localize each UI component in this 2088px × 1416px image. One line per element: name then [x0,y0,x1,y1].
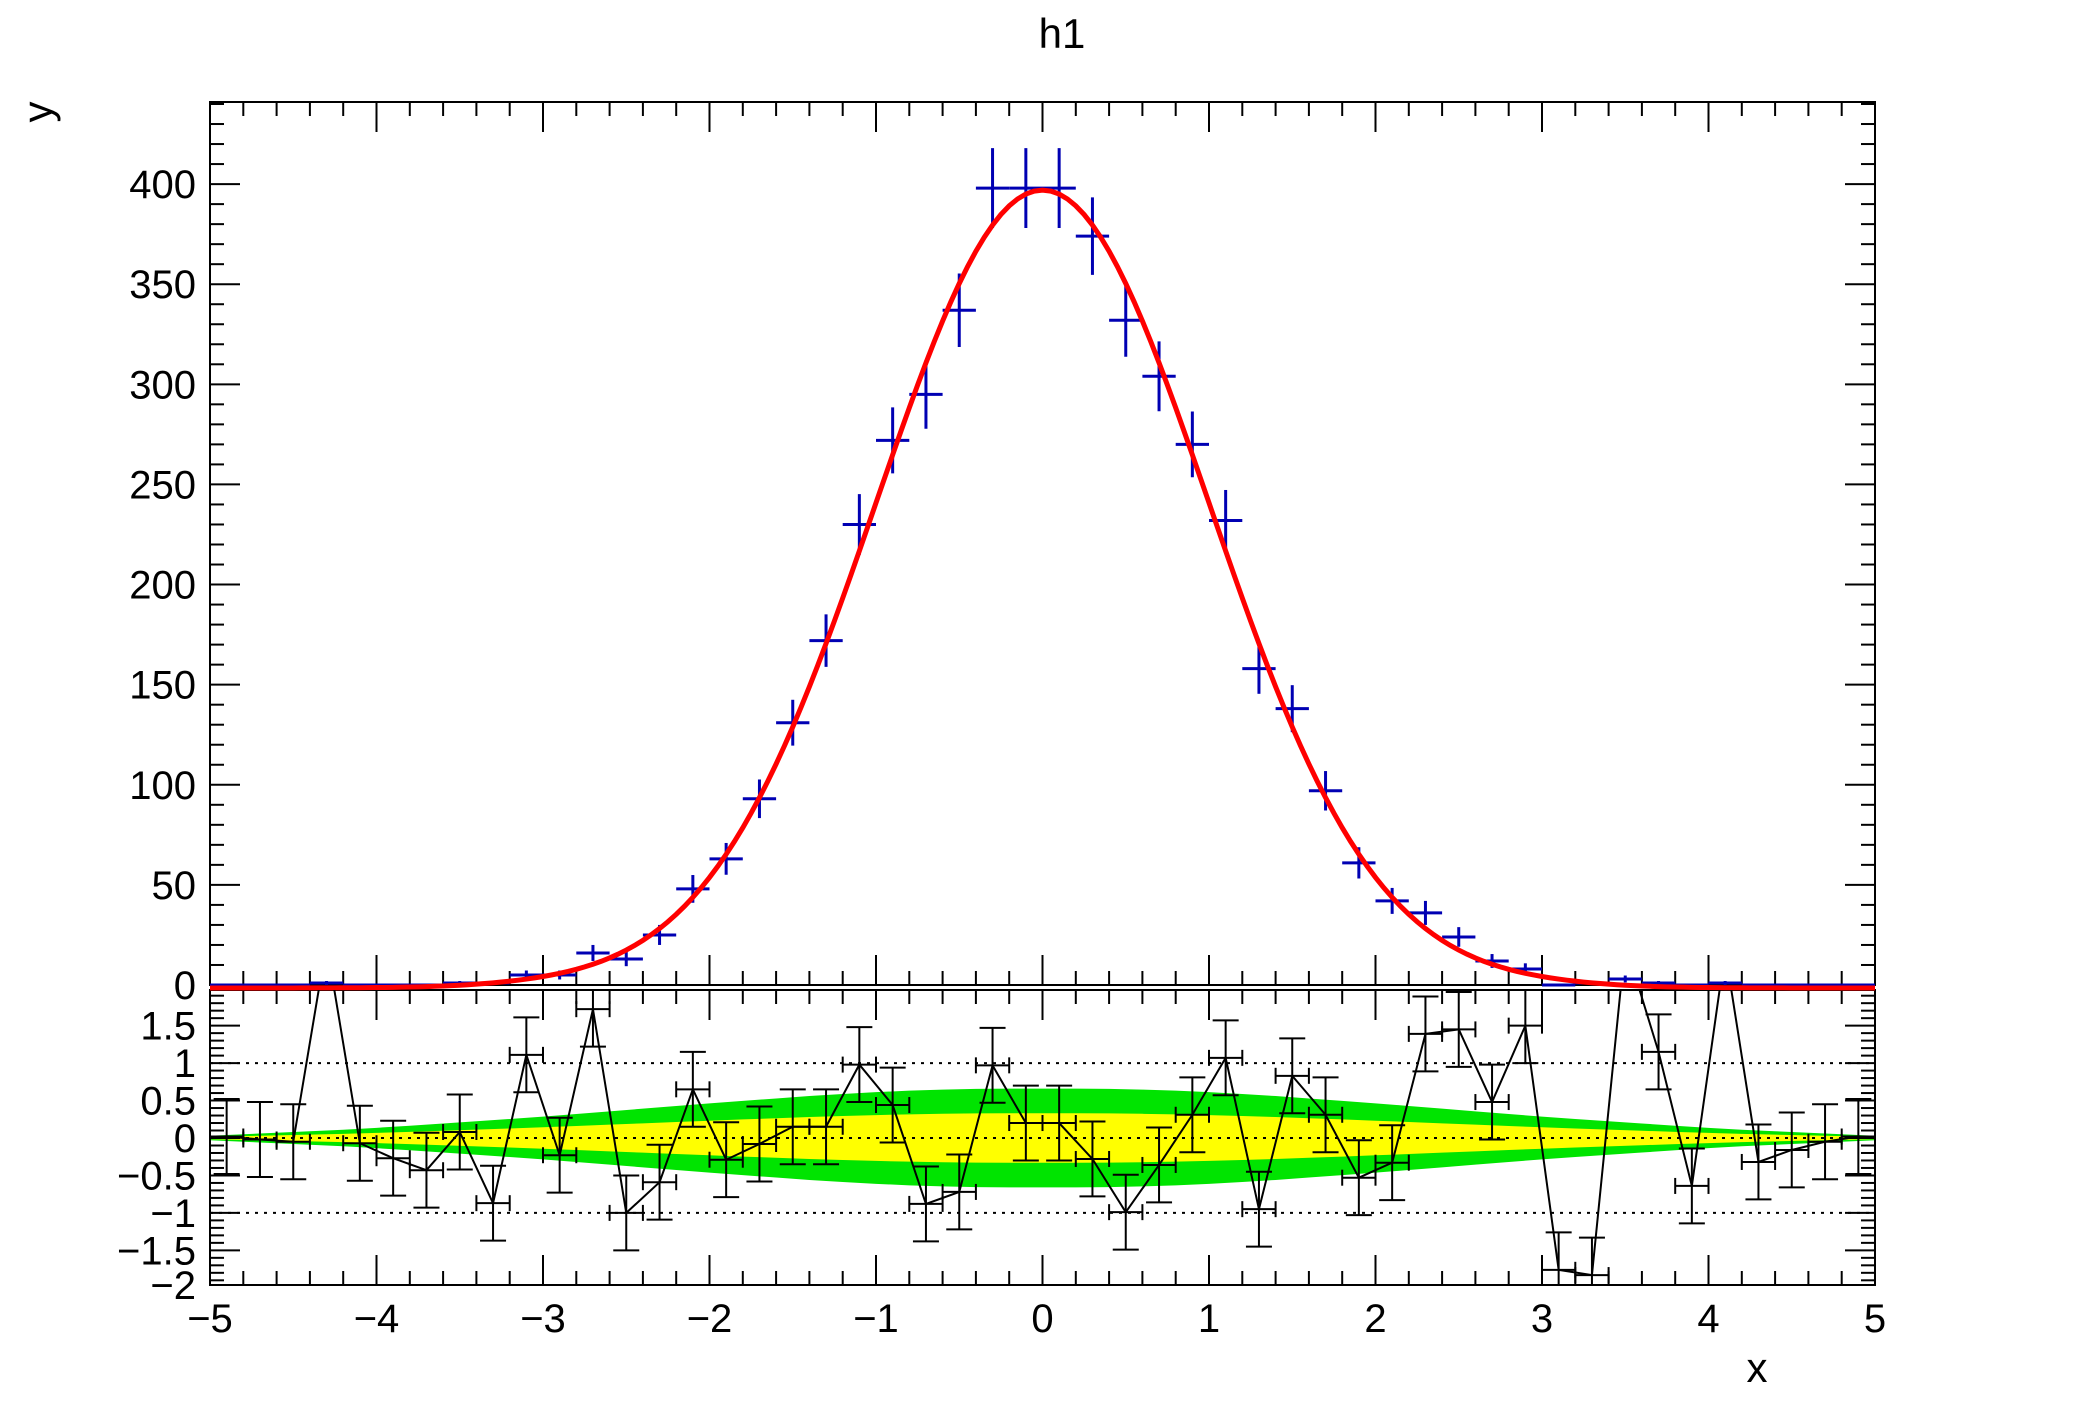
pull-point [1374,1124,1410,1202]
pull-point [375,1119,411,1197]
pull-y-tick-label: 1.5 [140,1005,196,1049]
y-tick-label: 150 [129,664,196,708]
pull-point [741,1105,778,1183]
x-tick-label: 3 [1531,1297,1553,1341]
pull-point [475,1164,511,1242]
y-tick-label: 400 [129,163,196,207]
pull-point [1074,1120,1111,1198]
pull-point [1640,1013,1677,1091]
pull-point [210,1098,245,1175]
pull-point [1474,1063,1510,1141]
x-tick-label: −5 [187,1297,233,1341]
pull-point [841,1026,877,1104]
x-tick-label: −4 [354,1297,400,1341]
pull-point [1041,1084,1077,1162]
x-tick-label: 4 [1697,1297,1719,1341]
pull-point [1307,1076,1344,1154]
x-tick-label: −1 [853,1297,899,1341]
pull-y-tick-label: 0 [174,1117,196,1161]
pull-point [675,1050,711,1128]
pull-y-tick-label: −2 [150,1264,196,1308]
pull-point [1341,1139,1377,1217]
pull-point [641,1143,678,1221]
pull-point [908,1165,944,1243]
x-tick-label: 2 [1364,1297,1386,1341]
pull-point [808,1088,844,1166]
y-tick-label: 50 [152,864,197,908]
x-tick-label: −2 [687,1297,733,1341]
pull-point [242,1101,278,1178]
pull-point [1674,1147,1710,1225]
pull-point [275,1103,311,1181]
pull-point [1840,1098,1875,1175]
pull-point [775,1088,811,1166]
y-tick-label: 200 [129,564,196,608]
pull-point [1441,990,1477,1068]
y-tick-label: 250 [129,463,196,507]
pull-point [1274,1037,1310,1115]
pull-point [1407,995,1444,1073]
fit-curve [209,187,1876,991]
pull-point [508,1016,544,1094]
band-1sigma [210,1113,1875,1163]
pull-point [941,1153,977,1231]
y-tick-label: 350 [129,263,196,307]
pull-point [974,1026,1011,1104]
pull-y-tick-label: 1 [174,1042,196,1086]
pull-point [1241,1170,1277,1248]
pull-point [1709,913,1742,988]
pull-y-tick-label: −1 [150,1192,196,1236]
pull-point [608,1174,644,1252]
pull-y-tick-label: 0.5 [140,1080,196,1124]
pull-point [875,1066,911,1144]
pull-point [1574,1236,1610,1285]
x-tick-label: −3 [520,1297,566,1341]
pull-y-tick-label: −1.5 [117,1229,196,1273]
y-axis-title: y [14,102,61,123]
pull-point [442,1093,478,1171]
pull-point [1174,1076,1210,1154]
pull-point [542,1116,578,1194]
pull-point [1008,1084,1044,1162]
y-tick-label: 0 [174,964,196,1008]
pull-point [1141,1126,1177,1204]
pull-point [1507,990,1543,1065]
pull-point [310,906,343,981]
y-tick-label: 100 [129,764,196,808]
main-frame [209,101,1876,986]
x-axis-title: x [1747,1344,1768,1391]
pull-point [1108,1173,1144,1251]
pull-y-tick-label: −0.5 [117,1154,196,1198]
pull-point [1807,1103,1843,1181]
plot-title: h1 [1039,10,1086,57]
y-tick-label: 300 [129,363,196,407]
pull-point [342,1104,378,1182]
pull-point [1609,906,1642,981]
pull-point [408,1131,445,1209]
pull-point [708,1121,744,1199]
x-tick-label: 1 [1198,1297,1220,1341]
pull-point [1208,1019,1244,1097]
pull-point [1774,1111,1810,1189]
pull-point [575,990,611,1048]
x-tick-label: 5 [1864,1297,1886,1341]
x-tick-label: 0 [1031,1297,1053,1341]
